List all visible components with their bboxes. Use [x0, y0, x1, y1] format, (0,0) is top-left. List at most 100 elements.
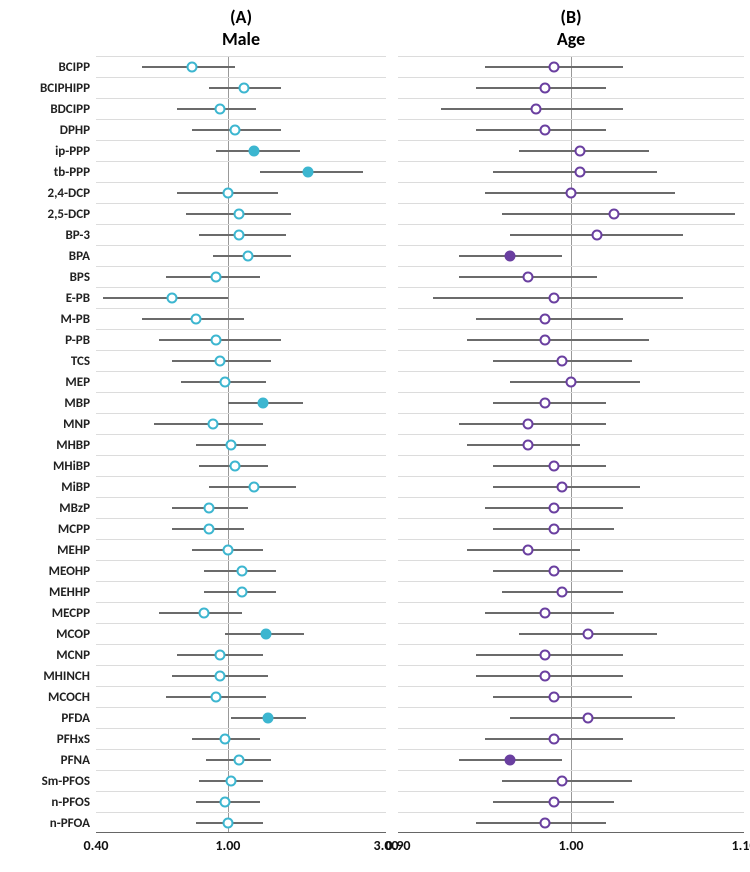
point-marker [167, 293, 178, 304]
point-marker [222, 818, 233, 829]
point-marker [215, 356, 226, 367]
row-label: MCPP [58, 519, 96, 540]
panel-a-row: DPHP [96, 119, 386, 140]
point-marker [249, 482, 260, 493]
panel-b-row [398, 476, 744, 497]
panel-b-row [398, 665, 744, 686]
panel-b-row [398, 350, 744, 371]
panel-b-row [398, 77, 744, 98]
panel-b-row [398, 266, 744, 287]
point-marker [574, 146, 585, 157]
panel-b-row [398, 497, 744, 518]
point-marker [210, 272, 221, 283]
point-marker [591, 230, 602, 241]
point-marker [522, 272, 533, 283]
point-marker [548, 293, 559, 304]
panel-b-row [398, 749, 744, 770]
point-marker [249, 146, 260, 157]
panel-a-row: ip-PPP [96, 140, 386, 161]
panel-a-row: P-PB [96, 329, 386, 350]
panel-a-tick-label: 1.00 [215, 837, 240, 854]
point-marker [557, 482, 568, 493]
point-marker [236, 566, 247, 577]
point-marker [229, 125, 240, 136]
point-marker [540, 818, 551, 829]
ci-line [467, 339, 649, 341]
point-marker [233, 230, 244, 241]
panel-a-row: PFNA [96, 749, 386, 770]
row-label: PFDA [61, 708, 96, 729]
panel-a-row: MECPP [96, 602, 386, 623]
panel-b-row [398, 539, 744, 560]
point-marker [239, 83, 250, 94]
row-label: BPA [69, 246, 96, 267]
point-marker [574, 167, 585, 178]
point-marker [219, 734, 230, 745]
panel-a-row: BP-3 [96, 224, 386, 245]
point-marker [225, 440, 236, 451]
panel-b-row [398, 812, 744, 833]
panel-b-row [398, 56, 744, 77]
point-marker [548, 461, 559, 472]
row-label: MCOCH [48, 687, 96, 708]
row-label: BP-3 [66, 225, 97, 246]
point-marker [215, 671, 226, 682]
panel-b-row [398, 224, 744, 245]
panel-b-tick-label: 0.90 [385, 837, 410, 854]
panel-b-row [398, 686, 744, 707]
point-marker [540, 398, 551, 409]
panel-a-row: MHiBP [96, 455, 386, 476]
point-marker [260, 629, 271, 640]
row-label: MBP [64, 393, 96, 414]
point-marker [207, 419, 218, 430]
row-label: MiBP [61, 477, 96, 498]
panel-b-row [398, 308, 744, 329]
panel-a-row: E-PB [96, 287, 386, 308]
panel-b-row [398, 560, 744, 581]
panel-a-row: MEHHP [96, 581, 386, 602]
point-marker [199, 608, 210, 619]
point-marker [522, 545, 533, 556]
point-marker [236, 587, 247, 598]
panel-a-row: MiBP [96, 476, 386, 497]
point-marker [609, 209, 620, 220]
panel-a-row: MCNP [96, 644, 386, 665]
point-marker [215, 104, 226, 115]
row-label: BCIPHIPP [40, 78, 96, 99]
row-label: n-PFOS [51, 792, 96, 813]
point-marker [540, 125, 551, 136]
panel-a-row: MBP [96, 392, 386, 413]
panel-a-row: MHBP [96, 434, 386, 455]
point-marker [548, 503, 559, 514]
point-marker [522, 419, 533, 430]
point-marker [566, 188, 577, 199]
panel-a-row: TCS [96, 350, 386, 371]
point-marker [222, 188, 233, 199]
panel-a-row: M-PB [96, 308, 386, 329]
panel-b-row [398, 161, 744, 182]
row-label: tb-PPP [54, 162, 96, 183]
point-marker [531, 104, 542, 115]
panel-a-row: BPA [96, 245, 386, 266]
point-marker [219, 377, 230, 388]
point-marker [204, 503, 215, 514]
point-marker [540, 650, 551, 661]
panel-b-row [398, 287, 744, 308]
panel-a-row: MEP [96, 371, 386, 392]
point-marker [210, 335, 221, 346]
panel-a-row: MCPP [96, 518, 386, 539]
point-marker [219, 797, 230, 808]
panel-b-row [398, 791, 744, 812]
panel-b-row [398, 602, 744, 623]
panel-a-row: BPS [96, 266, 386, 287]
panel-b-row [398, 98, 744, 119]
panel-b-row [398, 329, 744, 350]
panel-b-row [398, 707, 744, 728]
row-label: BCIPP [59, 57, 96, 78]
panel-a-row: MNP [96, 413, 386, 434]
panel-b-row [398, 623, 744, 644]
point-marker [222, 545, 233, 556]
ci-line [493, 696, 631, 698]
point-marker [540, 83, 551, 94]
row-label: E-PB [66, 288, 96, 309]
